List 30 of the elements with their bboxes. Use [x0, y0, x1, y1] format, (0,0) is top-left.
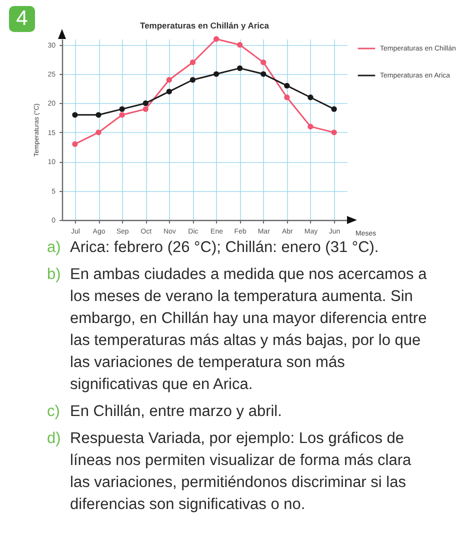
point — [190, 60, 196, 66]
number-badge: 4 — [9, 6, 35, 32]
point — [260, 60, 266, 66]
point — [72, 112, 78, 118]
point — [284, 94, 290, 100]
text: a) Arica: febrero (26 °C); Chillán: enero (31 °C). — [47, 238, 380, 258]
point — [237, 65, 243, 72]
point — [96, 112, 102, 118]
point — [119, 112, 125, 118]
point — [96, 130, 102, 136]
point — [260, 71, 266, 77]
chart-title: Temperaturas en Chillán y Arica — [140, 20, 270, 31]
point — [142, 100, 148, 106]
point — [72, 141, 78, 147]
text: b) En ambas ciudades a medida que nos acercamos a los meses de verano la temperatura aumenta. Sin embargo, en Chillán hay una mayor diferencia entre las temperaturas más altas y más bajas, por lo que las variaciones de temperatura son más significativas que en Arica. — [47, 265, 427, 395]
point — [119, 106, 125, 112]
point — [190, 77, 196, 83]
point — [331, 106, 337, 112]
point — [308, 124, 314, 130]
text: d) Respuesta Variada, por ejemplo: Los gráficos de líneas nos permiten visualizar de forma más clara las variaciones, permitiéndonos discriminar si las diferencias son significativas o no. — [47, 429, 412, 515]
point — [213, 36, 220, 42]
point — [237, 42, 243, 48]
point — [166, 77, 172, 83]
point — [284, 82, 290, 89]
point — [142, 106, 148, 112]
text: c) En Chillán, entre marzo y abril. — [47, 402, 283, 422]
point — [213, 71, 220, 77]
point — [331, 130, 337, 136]
point — [166, 88, 172, 94]
point — [308, 94, 314, 100]
